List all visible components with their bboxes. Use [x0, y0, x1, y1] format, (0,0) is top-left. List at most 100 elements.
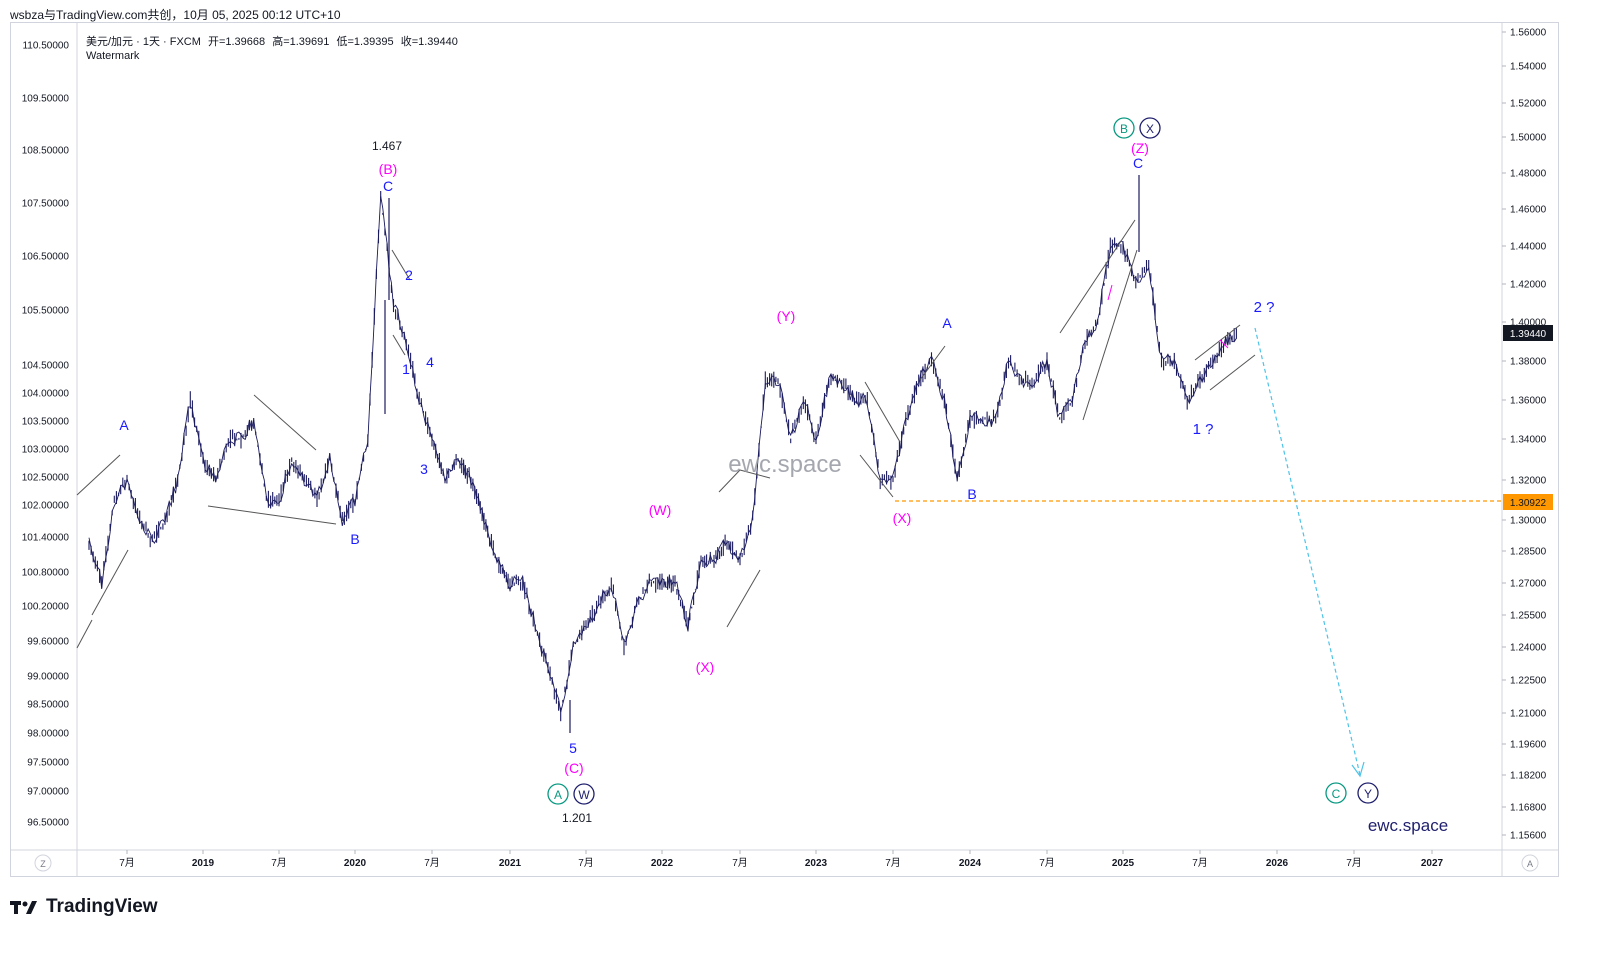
wave-label-2-question: 2 ?: [1254, 299, 1275, 316]
support-price-tag: 1.30922: [1503, 494, 1553, 510]
circled-label-X: X: [1139, 117, 1161, 139]
wave-label-B2: B: [967, 486, 976, 502]
left-axis-tick-label: 109.50000: [22, 94, 70, 105]
wave-label-A1: A: [119, 417, 129, 433]
left-axis-tick-label: 101.40000: [22, 533, 70, 544]
x-axis-tick-label: 7月: [271, 857, 287, 869]
wave-label-5: 5: [569, 740, 577, 756]
header-title: wsbza与TradingView.com共创，10月 05, 2025 00:…: [10, 8, 341, 22]
left-axis-tick-label: 104.00000: [22, 389, 70, 400]
x-axis-tick-label: 2027: [1421, 858, 1444, 869]
right-axis-tick-label: 1.16800: [1510, 803, 1547, 814]
left-axis-tick-label: 99.00000: [27, 672, 69, 683]
left-axis-tick-label: 103.00000: [22, 445, 70, 456]
x-axis-tick-label: 2019: [192, 858, 215, 869]
x-axis-tick-label: 2026: [1266, 858, 1289, 869]
right-axis-tick-label: 1.54000: [1510, 62, 1547, 73]
legend-high: 高=1.39691: [272, 36, 330, 48]
wave-label-4: 4: [426, 354, 434, 370]
wave-label-Z-paren: (Z): [1131, 140, 1149, 156]
right-axis-tick-label: 1.30000: [1510, 516, 1547, 527]
right-axis-tick-label: 1.24000: [1510, 643, 1547, 654]
circled-label-A: A: [547, 783, 569, 805]
left-axis-tick-label: 108.50000: [22, 146, 70, 157]
current-price-tag: 1.39440: [1503, 325, 1553, 341]
left-axis-tick-label: 98.00000: [27, 729, 69, 740]
legend-watermark-label: Watermark: [86, 50, 140, 62]
right-axis-tick-label: 1.22500: [1510, 676, 1547, 687]
right-axis-tick-label: 1.32000: [1510, 476, 1547, 487]
x-axis-tick-label: 2023: [805, 858, 828, 869]
left-axis-tick-label: 96.50000: [27, 818, 69, 829]
right-axis-tick-label: 1.18200: [1510, 771, 1547, 782]
auto-scale-button[interactable]: A: [1521, 854, 1539, 872]
trendlines[interactable]: [76, 219, 1256, 649]
wave-label-3: 3: [420, 461, 428, 477]
wave-label-Y-paren: (Y): [777, 308, 796, 324]
right-axis-tick-label: 1.19600: [1510, 740, 1547, 751]
chart-legend: 美元/加元 · 1天 · FXCM 开=1.39668 高=1.39691 低=…: [86, 33, 462, 49]
x-axis-tick-label: 2021: [499, 858, 522, 869]
tradingview-logo[interactable]: TradingView: [10, 896, 158, 918]
right-axis-tick-label: 1.38000: [1510, 357, 1547, 368]
x-axis-tick-label: 7月: [424, 857, 440, 869]
scale-toggle-left-button[interactable]: Z: [34, 854, 52, 872]
price-series: [88, 175, 1237, 733]
wave-label-B1: B: [350, 531, 359, 547]
right-axis-tick-label: 1.21000: [1510, 709, 1547, 720]
right-axis-tick-label: 1.42000: [1510, 280, 1547, 291]
x-axis-tick-label: 7月: [1039, 857, 1055, 869]
label-high-1467: 1.467: [372, 139, 402, 153]
left-axis-tick-label: 97.00000: [27, 787, 69, 798]
wave-label-A2: A: [942, 315, 952, 331]
left-axis-tick-label: 99.60000: [27, 637, 69, 648]
x-axis-tick-label: 7月: [119, 857, 135, 869]
right-axis-tick-label: 1.15600: [1510, 831, 1547, 842]
right-axis-tick-label: 1.27000: [1510, 579, 1547, 590]
x-axis-tick-label: 2022: [651, 858, 674, 869]
svg-text:W: W: [578, 788, 590, 802]
left-axis-tick-label: 102.50000: [22, 473, 70, 484]
x-axis-tick-label: 7月: [578, 857, 594, 869]
right-axis-tick-label: 1.34000: [1510, 435, 1547, 446]
left-axis-tick-label: 100.20000: [22, 602, 70, 613]
watermark-center: ewc.space: [728, 451, 841, 478]
legend-close: 收=1.39440: [400, 36, 458, 48]
x-axis-tick-label: 2025: [1112, 858, 1135, 869]
svg-text:Y: Y: [1364, 787, 1372, 801]
label-low-1201: 1.201: [562, 811, 592, 825]
tradingview-logo-icon: [10, 901, 37, 914]
left-axis-tick-label: 110.50000: [22, 41, 69, 52]
right-axis-tick-label: 1.48000: [1510, 169, 1547, 180]
projection-arrow[interactable]: [1254, 327, 1365, 778]
wave-label-C2: C: [1133, 155, 1143, 171]
svg-text:B: B: [1120, 122, 1128, 136]
wave-label-C1: C: [383, 178, 393, 194]
circled-label-Y: Y: [1357, 782, 1379, 804]
svg-text:C: C: [1332, 787, 1341, 801]
right-axis-tick-label: 1.50000: [1510, 133, 1547, 144]
price-line: [88, 196, 1237, 713]
legend-open: 开=1.39668: [207, 36, 266, 48]
right-axis-tick-label: 1.28500: [1510, 547, 1547, 558]
svg-text:1.30922: 1.30922: [1510, 498, 1547, 509]
left-axis-tick-label: 107.50000: [22, 199, 70, 210]
wave-label-1-question: 1 ?: [1193, 421, 1214, 438]
svg-text:X: X: [1146, 122, 1154, 136]
svg-text:Z: Z: [40, 859, 46, 869]
left-axis-tick-label: 104.50000: [22, 361, 70, 372]
left-axis-tick-label: 97.50000: [27, 758, 69, 769]
svg-text:A: A: [554, 788, 562, 802]
x-axis-tick-label: 7月: [732, 857, 748, 869]
circled-label-C: C: [1325, 782, 1347, 804]
chart-frame: [10, 22, 1559, 877]
svg-text:A: A: [1527, 859, 1533, 869]
left-axis-tick-label: 105.50000: [22, 306, 70, 317]
right-axis-tick-label: 1.36000: [1510, 396, 1547, 407]
wave-label-B-paren: (B): [379, 161, 398, 177]
x-axis-tick-label: 7月: [1346, 857, 1362, 869]
legend-symbol[interactable]: 美元/加元 · 1天 · FXCM: [86, 36, 201, 48]
circled-label-W: W: [573, 783, 595, 805]
right-axis-tick-label: 1.25500: [1510, 611, 1547, 622]
